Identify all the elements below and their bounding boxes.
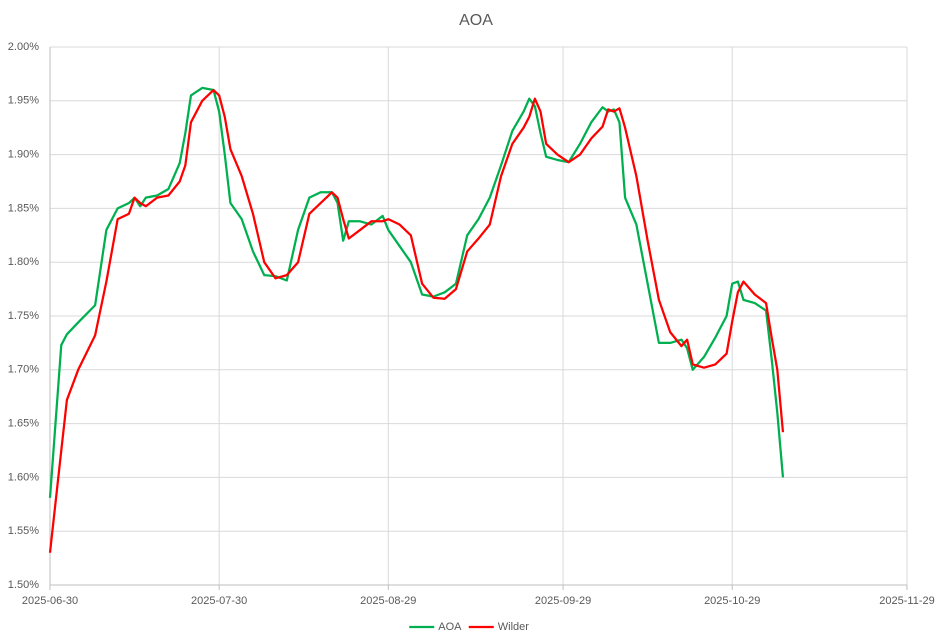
series-line <box>48 86 785 498</box>
y-tick-label: 1.75% <box>8 310 39 322</box>
y-tick-label: 1.50% <box>8 579 39 591</box>
x-tick-label: 2025-08-29 <box>360 595 416 607</box>
x-tick-label: 2025-09-29 <box>535 595 591 607</box>
y-tick-label: 1.65% <box>8 418 39 430</box>
y-tick-label: 1.95% <box>8 95 39 107</box>
legend-label: AOA <box>438 621 462 633</box>
series-line <box>48 88 785 553</box>
y-tick-label: 1.80% <box>8 256 39 268</box>
y-tick-label: 1.70% <box>8 364 39 376</box>
y-tick-label: 1.90% <box>8 149 39 161</box>
y-tick-label: 1.85% <box>8 202 39 214</box>
x-tick-label: 2025-10-29 <box>704 595 760 607</box>
y-tick-label: 2.00% <box>8 41 39 53</box>
y-tick-label: 1.55% <box>8 525 39 537</box>
legend-label: Wilder <box>498 621 530 633</box>
y-tick-label: 1.60% <box>8 471 39 483</box>
x-tick-label: 2025-11-29 <box>879 595 934 607</box>
chart-title: AOA <box>459 12 493 29</box>
x-tick-label: 2025-07-30 <box>191 595 247 607</box>
x-tick-label: 2025-06-30 <box>22 595 78 607</box>
